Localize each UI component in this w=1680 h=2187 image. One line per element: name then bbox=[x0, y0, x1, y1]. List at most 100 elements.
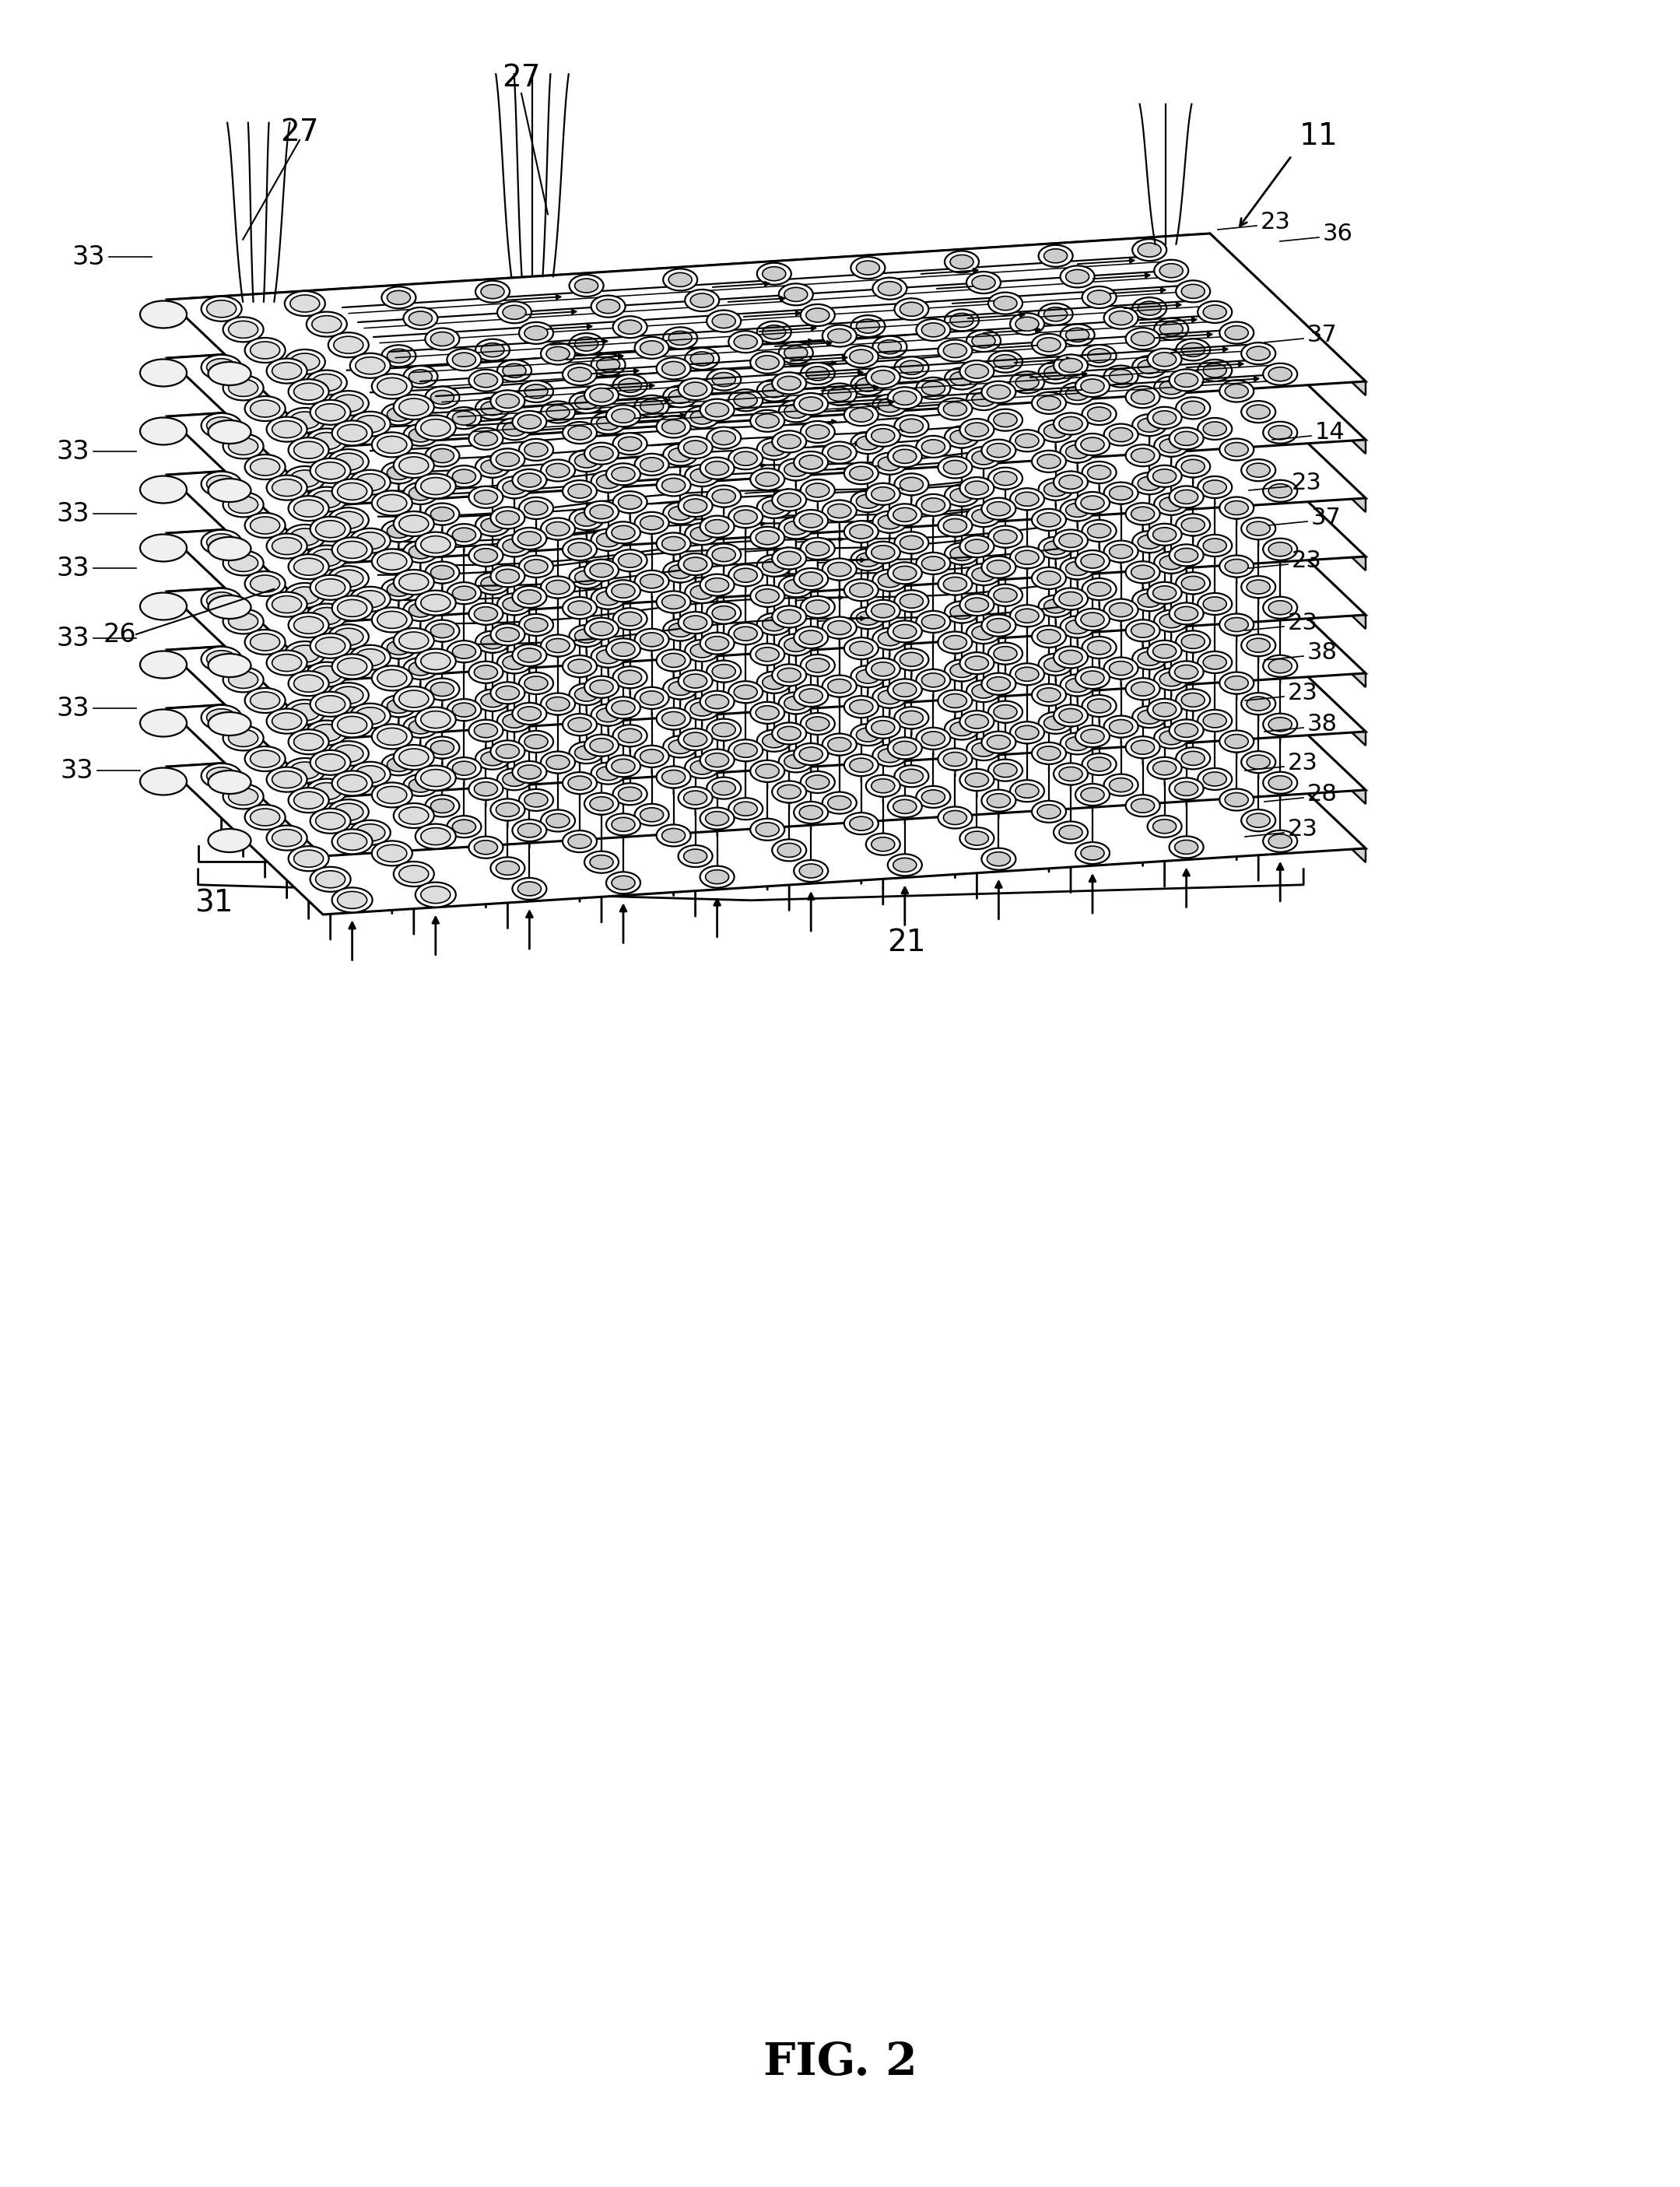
Ellipse shape bbox=[778, 376, 801, 389]
Ellipse shape bbox=[843, 521, 879, 542]
Ellipse shape bbox=[349, 761, 390, 787]
Ellipse shape bbox=[207, 709, 237, 726]
Ellipse shape bbox=[1242, 400, 1275, 422]
Ellipse shape bbox=[378, 494, 407, 512]
Ellipse shape bbox=[756, 706, 780, 720]
Ellipse shape bbox=[381, 286, 417, 308]
Ellipse shape bbox=[1065, 678, 1089, 693]
Ellipse shape bbox=[1247, 405, 1270, 420]
Ellipse shape bbox=[517, 881, 541, 897]
Ellipse shape bbox=[1104, 715, 1137, 737]
Ellipse shape bbox=[951, 488, 973, 503]
Ellipse shape bbox=[773, 606, 806, 628]
Ellipse shape bbox=[1159, 496, 1183, 512]
Ellipse shape bbox=[763, 501, 786, 514]
Ellipse shape bbox=[1131, 507, 1154, 521]
Ellipse shape bbox=[872, 779, 895, 794]
Ellipse shape bbox=[585, 794, 618, 814]
Text: 31: 31 bbox=[195, 888, 234, 919]
Ellipse shape bbox=[773, 722, 806, 744]
Ellipse shape bbox=[981, 555, 1016, 577]
Ellipse shape bbox=[850, 816, 874, 831]
Ellipse shape bbox=[685, 289, 719, 311]
Ellipse shape bbox=[223, 785, 264, 809]
Ellipse shape bbox=[1060, 324, 1095, 346]
Ellipse shape bbox=[245, 746, 286, 772]
Ellipse shape bbox=[1152, 352, 1176, 367]
Polygon shape bbox=[168, 700, 1210, 781]
Ellipse shape bbox=[338, 774, 366, 792]
Ellipse shape bbox=[356, 475, 385, 490]
Ellipse shape bbox=[801, 363, 835, 385]
Text: 33: 33 bbox=[57, 625, 89, 652]
Ellipse shape bbox=[959, 770, 995, 792]
Ellipse shape bbox=[806, 717, 830, 730]
Ellipse shape bbox=[546, 523, 570, 536]
Ellipse shape bbox=[872, 663, 895, 676]
Ellipse shape bbox=[1268, 542, 1292, 555]
Ellipse shape bbox=[349, 645, 390, 669]
Ellipse shape bbox=[1010, 372, 1045, 394]
Ellipse shape bbox=[900, 361, 924, 374]
Ellipse shape bbox=[1032, 741, 1067, 763]
Ellipse shape bbox=[311, 634, 351, 658]
Ellipse shape bbox=[712, 431, 736, 444]
Ellipse shape bbox=[585, 442, 618, 464]
Ellipse shape bbox=[1058, 650, 1082, 665]
Ellipse shape bbox=[800, 396, 823, 411]
Ellipse shape bbox=[568, 658, 591, 674]
Ellipse shape bbox=[850, 374, 885, 396]
Ellipse shape bbox=[785, 346, 808, 361]
Ellipse shape bbox=[512, 761, 546, 783]
Ellipse shape bbox=[474, 724, 497, 737]
Ellipse shape bbox=[1109, 429, 1132, 442]
Ellipse shape bbox=[1043, 483, 1067, 496]
Ellipse shape bbox=[973, 451, 995, 464]
Ellipse shape bbox=[512, 645, 546, 667]
Ellipse shape bbox=[568, 483, 591, 499]
Ellipse shape bbox=[657, 590, 690, 612]
Ellipse shape bbox=[729, 623, 763, 645]
Ellipse shape bbox=[937, 689, 973, 711]
Ellipse shape bbox=[806, 424, 830, 440]
Ellipse shape bbox=[575, 571, 598, 584]
Ellipse shape bbox=[497, 536, 531, 558]
Ellipse shape bbox=[758, 612, 791, 634]
Ellipse shape bbox=[415, 824, 455, 849]
Ellipse shape bbox=[706, 870, 729, 884]
Ellipse shape bbox=[284, 466, 326, 492]
Ellipse shape bbox=[763, 558, 786, 573]
Ellipse shape bbox=[763, 267, 786, 280]
Ellipse shape bbox=[1225, 560, 1248, 573]
Ellipse shape bbox=[679, 437, 712, 459]
Ellipse shape bbox=[679, 787, 712, 809]
Ellipse shape bbox=[712, 315, 736, 328]
Ellipse shape bbox=[635, 512, 669, 534]
Ellipse shape bbox=[1082, 346, 1116, 367]
Ellipse shape bbox=[1053, 704, 1089, 726]
Ellipse shape bbox=[1080, 496, 1104, 510]
Ellipse shape bbox=[245, 805, 286, 829]
Ellipse shape bbox=[1225, 735, 1248, 748]
Ellipse shape bbox=[338, 892, 366, 908]
Ellipse shape bbox=[951, 547, 973, 560]
Ellipse shape bbox=[289, 496, 329, 521]
Ellipse shape bbox=[865, 658, 900, 680]
Ellipse shape bbox=[640, 807, 664, 822]
Text: 23: 23 bbox=[1289, 818, 1319, 840]
Ellipse shape bbox=[306, 370, 346, 396]
Ellipse shape bbox=[1147, 700, 1181, 720]
Ellipse shape bbox=[294, 442, 323, 459]
Ellipse shape bbox=[1104, 365, 1137, 387]
Ellipse shape bbox=[1198, 302, 1231, 324]
Ellipse shape bbox=[575, 278, 598, 293]
Ellipse shape bbox=[988, 525, 1023, 547]
Ellipse shape bbox=[272, 363, 302, 381]
Polygon shape bbox=[168, 409, 1366, 623]
Ellipse shape bbox=[973, 276, 995, 289]
Ellipse shape bbox=[756, 413, 780, 429]
Ellipse shape bbox=[1203, 481, 1226, 494]
Ellipse shape bbox=[973, 510, 995, 523]
Ellipse shape bbox=[1174, 724, 1198, 737]
Polygon shape bbox=[168, 643, 1210, 722]
